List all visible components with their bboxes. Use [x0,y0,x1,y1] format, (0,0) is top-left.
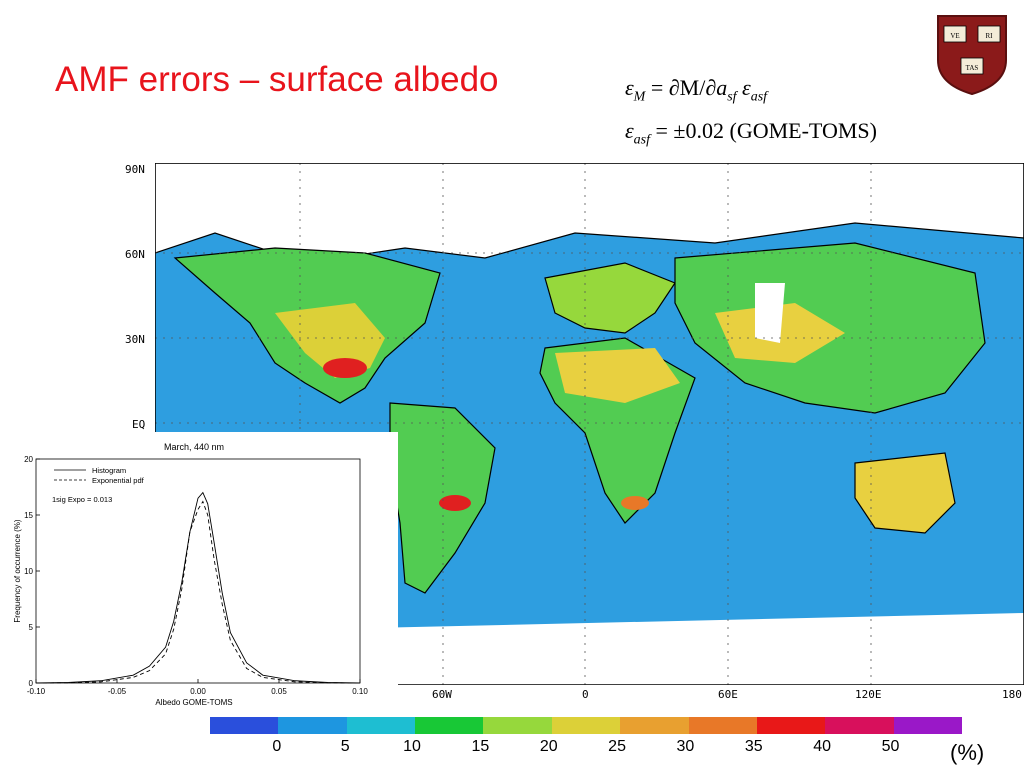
x-tick-label: 0.05 [271,687,287,696]
sahara-desert [555,348,680,403]
sub-asf-2: asf [633,132,651,148]
lon-label-0: 0 [582,688,589,701]
histogram-inset: March, 440 nm 0 5 10 15 20 -0.10 -0.05 0.00 0.0… [6,432,398,710]
lon-label-180: 180 [1002,688,1022,701]
eq-sign: = [645,75,669,100]
arctic-landmass [155,163,1024,264]
lon-label-120e: 120E [855,688,882,701]
seal-text-3: TAS [966,64,979,72]
x-tick-label: -0.05 [108,687,127,696]
sub-sf: sf [727,89,737,105]
amf-error-equation: εM = ∂M/∂asf εasf [625,75,767,105]
histogram-series-line [35,491,361,684]
colorbar [210,717,962,734]
colorbar-swatch [551,717,621,734]
y-tick-label: 10 [24,567,33,576]
colorbar-label: 20 [539,738,558,755]
colorbar-swatch [210,717,279,734]
colorbar-swatch [825,717,894,734]
x-tick-label: 0.10 [352,687,368,696]
slide-title: AMF errors – surface albedo [55,60,499,99]
sub-m: M [633,89,646,105]
m-term: M/ [679,75,706,100]
eps-symbol-3: ε [625,118,634,143]
y-tick-label: 15 [24,511,33,520]
histogram-frame [35,458,361,684]
colorbar-swatch [620,717,689,734]
exponential-pdf-line [35,500,361,684]
colorbar-units: (%) [950,740,985,765]
lat-label-90n: 90N [125,163,145,176]
x-tick-label: -0.10 [27,687,46,696]
lon-label-60e: 60E [718,688,738,701]
histogram-ylabel: Frequency of occurrence (%) [13,519,22,622]
lat-label-eq: EQ [132,418,146,431]
partial-symbol-2: ∂ [705,75,717,100]
eps-symbol-2: ε [742,75,751,100]
colorbar-swatch [893,717,962,734]
colorbar-swatch [756,717,826,734]
x-tick-label: 0.00 [190,687,206,696]
histogram-annotation: 1sig Expo = 0.013 [52,495,112,504]
europe [544,262,676,334]
lat-label-60n: 60N [125,248,145,261]
seal-text-1: VE [950,32,959,40]
lat-label-30n: 30N [125,333,145,346]
australia [854,452,956,534]
colorbar-swatch [483,717,552,734]
albedo-error-value: = ±0.02 (GOME-TOMS) [650,118,877,143]
colorbar-label: 5 [340,738,350,755]
lon-label-60w: 60W [432,688,452,701]
colorbar-label: 10 [403,738,421,755]
harvard-shield-logo: VE RI TAS [937,15,1007,96]
histogram-title: March, 440 nm [164,442,224,452]
north-america-desert [275,303,385,378]
hot-spot-south-america [439,495,471,511]
y-tick-label: 0 [29,679,34,688]
y-tick-label: 5 [29,623,34,632]
albedo-error-equation: εasf = ±0.02 (GOME-TOMS) [625,118,877,148]
colorbar-label: 25 [608,738,626,755]
colorbar-label: 30 [676,738,695,755]
colorbar-swatch [688,717,757,734]
colorbar-swatch [278,717,347,734]
hot-spot-north-america [323,358,367,378]
colorbar-label: 40 [813,738,832,755]
histogram-xlabel: Albedo GOME-TOMS [155,698,232,707]
asia-data-gap [755,283,785,343]
eps-symbol: ε [625,75,634,100]
colorbar-label: 35 [744,738,763,755]
a-term: a [716,75,728,100]
book-icon [943,25,967,43]
map-gridlines [155,163,1024,685]
histogram-chart: March, 440 nm 0 5 10 15 20 -0.10 -0.05 0.00 0.0… [13,442,368,707]
colorbar-label: 15 [471,738,490,755]
colorbar-label: 50 [881,738,900,755]
seal-text-2: RI [986,32,994,40]
colorbar-swatch [415,717,484,734]
legend-histogram-label: Histogram [92,466,126,475]
book-icon [977,25,1001,43]
sub-asf: asf [750,89,768,105]
y-tick-label: 20 [24,455,33,464]
colorbar-label: 0 [272,738,282,755]
colorbar-swatch [346,717,416,734]
book-icon [960,57,984,75]
partial-symbol: ∂ [668,75,680,100]
hot-spot-south-africa [621,496,649,510]
legend-expo-label: Exponential pdf [92,476,145,485]
